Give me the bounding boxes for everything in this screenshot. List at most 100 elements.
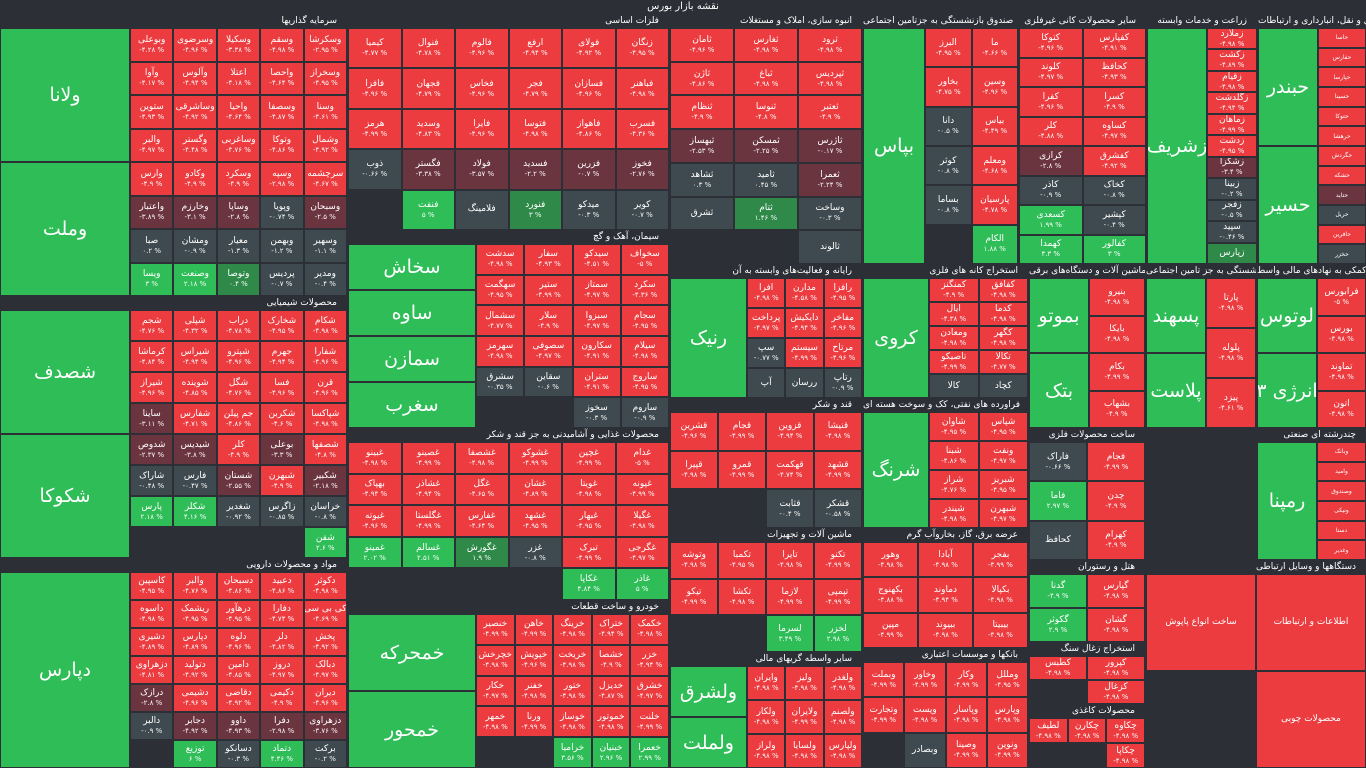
stock-tile[interactable]: کرازی -۲.۸ % xyxy=(1019,146,1083,176)
stock-tile[interactable]: دپارس -۴.۸۹ % xyxy=(173,628,217,656)
stock-tile[interactable]: شفارا -۴.۹۶ % xyxy=(303,341,347,372)
stock-tile[interactable]: سشرق -۰.۳۵ % xyxy=(476,366,525,398)
stock-tile[interactable]: ذوب -۰.۶۶ % xyxy=(348,149,402,190)
stock-tile[interactable]: غویتا -۴.۹۸ % xyxy=(562,473,616,506)
stock-tile[interactable]: حبندر xyxy=(1258,28,1318,146)
stock-tile[interactable]: ثمسکن -۲.۲۵ % xyxy=(734,129,798,163)
stock-tile[interactable]: سغرب xyxy=(348,382,476,428)
stock-tile[interactable]: فسرب -۴.۳۶ % xyxy=(615,108,669,150)
stock-tile[interactable]: کساوه -۴.۹۷ % xyxy=(1082,116,1146,146)
stock-tile[interactable]: شپاس -۴.۹۵ % xyxy=(978,412,1028,441)
stock-tile[interactable]: وبوعلی -۴.۲۸ % xyxy=(130,28,174,62)
stock-tile[interactable]: سکرد -۴.۳۶ % xyxy=(620,274,669,306)
stock-tile[interactable]: ویسا ۳ % xyxy=(130,262,174,296)
stock-tile[interactable]: کلر -۴.۸۸ % xyxy=(1019,116,1083,146)
stock-tile[interactable]: حفارس-۴.۹۶ % xyxy=(1318,47,1366,68)
stock-tile[interactable]: ولملت xyxy=(670,717,747,768)
stock-tile[interactable]: دپارس xyxy=(0,572,130,768)
stock-tile[interactable]: دتولید -۴.۹۲ % xyxy=(173,656,217,684)
stock-tile[interactable]: شوینده -۴.۸۵ % xyxy=(173,372,217,403)
stock-tile[interactable]: ورنا -۴.۹۹ % xyxy=(514,706,554,738)
stock-tile[interactable]: دعبید -۴.۸۶ % xyxy=(260,572,304,600)
stock-tile[interactable]: فرابورس -۵ % xyxy=(1317,278,1366,316)
stock-tile[interactable]: شغدیر -۰.۹۲ % xyxy=(216,496,261,527)
stock-tile[interactable]: فلامینگ xyxy=(455,189,509,230)
stock-tile[interactable]: وتوصا ۰.۴ % xyxy=(216,262,261,296)
stock-tile[interactable]: ستیر -۴.۹۹ % xyxy=(524,274,573,306)
stock-tile[interactable]: توزیع ۶ % xyxy=(173,740,217,768)
stock-tile[interactable]: غصینو -۴.۹۹ % xyxy=(401,442,455,474)
stock-tile[interactable]: حشکه-۴.۹۴ % xyxy=(1318,165,1366,186)
stock-tile[interactable]: وصنعت ۲.۱۸ % xyxy=(173,262,217,296)
stock-tile[interactable]: جهرم -۴.۹۴ % xyxy=(260,341,304,372)
stock-tile[interactable]: چکاوه -۴.۹۸ % xyxy=(1106,718,1145,743)
stock-tile[interactable]: وپست -۴.۹۸ % xyxy=(904,697,946,733)
stock-tile[interactable]: کفافق -۴.۹۸ % xyxy=(978,278,1028,302)
stock-tile[interactable]: حتاید-۲.۸۱ % xyxy=(1318,185,1366,205)
stock-tile[interactable]: خمحور xyxy=(348,691,476,768)
stock-tile[interactable]: خشرق -۴.۹۷ % xyxy=(630,675,669,707)
stock-tile[interactable]: خفنر -۴.۹۸ % xyxy=(514,675,554,707)
stock-tile[interactable]: کسعدی ۱.۹۹ % xyxy=(1019,205,1083,235)
stock-tile[interactable]: خمهر -۴.۹۸ % xyxy=(476,706,515,738)
stock-tile[interactable]: وشمال -۴.۹۲ % xyxy=(303,128,347,162)
stock-tile[interactable]: ثامان -۴.۹۶ % xyxy=(670,28,734,62)
stock-tile[interactable]: حپارسا-۴.۹۷ % xyxy=(1318,67,1366,87)
stock-tile[interactable]: زبینا -۰.۲ % xyxy=(1207,178,1257,200)
stock-tile[interactable]: چدن -۴.۹ % xyxy=(1087,481,1145,521)
stock-tile[interactable]: کی بی سی -۴.۶۹ % xyxy=(303,600,347,628)
stock-tile[interactable]: کخاک -۰.۸ % xyxy=(1082,175,1146,205)
stock-tile[interactable]: شکام -۴.۹۸ % xyxy=(303,310,347,341)
stock-tile[interactable]: غاذر ۵ % xyxy=(615,568,669,600)
stock-tile[interactable]: شبهرن -۴.۹۷ % xyxy=(978,499,1028,528)
stock-tile[interactable]: دامین -۴.۸۵ % xyxy=(216,656,261,684)
stock-tile[interactable]: سخواف -۵ % xyxy=(620,244,669,275)
stock-tile[interactable]: وسقم -۴.۹۸ % xyxy=(260,28,304,62)
stock-tile[interactable]: قزوین -۴.۹۴ % xyxy=(766,412,814,451)
stock-tile[interactable]: وخاور -۴.۹۹ % xyxy=(904,662,946,698)
stock-tile[interactable]: پردیس -۰.۷ % xyxy=(260,262,304,296)
stock-tile[interactable]: غچین -۴.۹۹ % xyxy=(562,442,616,474)
stock-tile[interactable]: سقاین -۰.۶ % xyxy=(524,366,573,398)
stock-tile[interactable]: فارس -۰.۴۷ % xyxy=(173,465,217,496)
stock-tile[interactable]: شگل -۴.۷۶ % xyxy=(216,372,261,403)
stock-tile[interactable]: قپیرا -۴.۹۸ % xyxy=(670,450,718,490)
stock-tile[interactable]: ولپارس -۴.۹۸ % xyxy=(823,734,862,768)
stock-tile[interactable]: والبر -۴.۷۶ % xyxy=(173,572,217,600)
stock-tile[interactable]: وسهیر -۱.۱ % xyxy=(303,229,347,263)
stock-tile[interactable]: دبالک -۴.۹۷ % xyxy=(303,656,347,684)
stock-tile[interactable]: ونیکی-۴.۹۸ % xyxy=(1317,501,1366,521)
stock-tile[interactable]: وسدید -۴.۸۳ % xyxy=(401,108,455,150)
stock-tile[interactable]: مدارن -۴.۵۸ % xyxy=(785,278,824,308)
stock-tile[interactable]: کروی xyxy=(863,278,929,398)
stock-tile[interactable]: کگهر -۴.۹۸ % xyxy=(978,326,1028,350)
stock-tile[interactable]: غکاپا ۴.۸۴ % xyxy=(562,568,616,600)
stock-tile[interactable]: دفارا -۴.۷۴ % xyxy=(260,600,304,628)
stock-tile[interactable]: دشیمی -۴.۹۶ % xyxy=(173,684,217,712)
stock-tile[interactable]: والبر -۴.۹۷ % xyxy=(130,128,174,162)
stock-tile[interactable]: مفاخر -۴.۹۶ % xyxy=(823,308,862,338)
stock-tile[interactable]: فسا -۴.۹۶ % xyxy=(260,372,304,403)
stock-tile[interactable]: وسصفا -۴.۸۷ % xyxy=(260,95,304,129)
stock-tile[interactable]: شخارک -۴.۹۵ % xyxy=(260,310,304,341)
stock-tile[interactable]: وخارزم -۳.۱ % xyxy=(173,195,217,229)
stock-tile[interactable]: افرا -۴.۹۸ % xyxy=(747,278,786,308)
stock-tile[interactable]: غشاذر -۴.۹۴ % xyxy=(401,473,455,506)
stock-tile[interactable]: غشصفا -۴.۹۸ % xyxy=(455,442,509,474)
stock-tile[interactable]: حسیر xyxy=(1258,146,1318,264)
stock-tile[interactable]: حرهشا-۴.۹ % xyxy=(1318,126,1366,146)
stock-tile[interactable]: صبا ۰.۲ % xyxy=(130,229,174,263)
stock-tile[interactable]: فخاس -۴.۹۶ % xyxy=(455,68,509,109)
stock-tile[interactable]: سیلام -۴.۹۸ % xyxy=(620,336,669,367)
stock-tile[interactable]: زاگرس -۰.۸۵ % xyxy=(260,496,304,527)
stock-tile[interactable]: کتوکا -۴.۹۶ % xyxy=(1019,28,1083,58)
stock-tile[interactable]: فسدید -۲.۲ % xyxy=(508,149,562,190)
stock-tile[interactable]: کفرا -۴.۹۶ % xyxy=(1019,87,1083,117)
stock-tile[interactable]: سفار -۴.۹۳ % xyxy=(524,244,573,275)
stock-tile[interactable]: غگلستا -۴.۹۹ % xyxy=(401,505,455,537)
stock-tile[interactable]: تکمبا -۴.۹۵ % xyxy=(718,542,766,579)
stock-tile[interactable]: شرنگ xyxy=(863,412,929,528)
stock-tile[interactable]: غدام -۵ % xyxy=(615,442,669,474)
stock-tile[interactable]: ساروم -۰.۹ % xyxy=(620,397,669,428)
stock-tile[interactable]: خراسان -۰.۸ % xyxy=(303,496,347,527)
